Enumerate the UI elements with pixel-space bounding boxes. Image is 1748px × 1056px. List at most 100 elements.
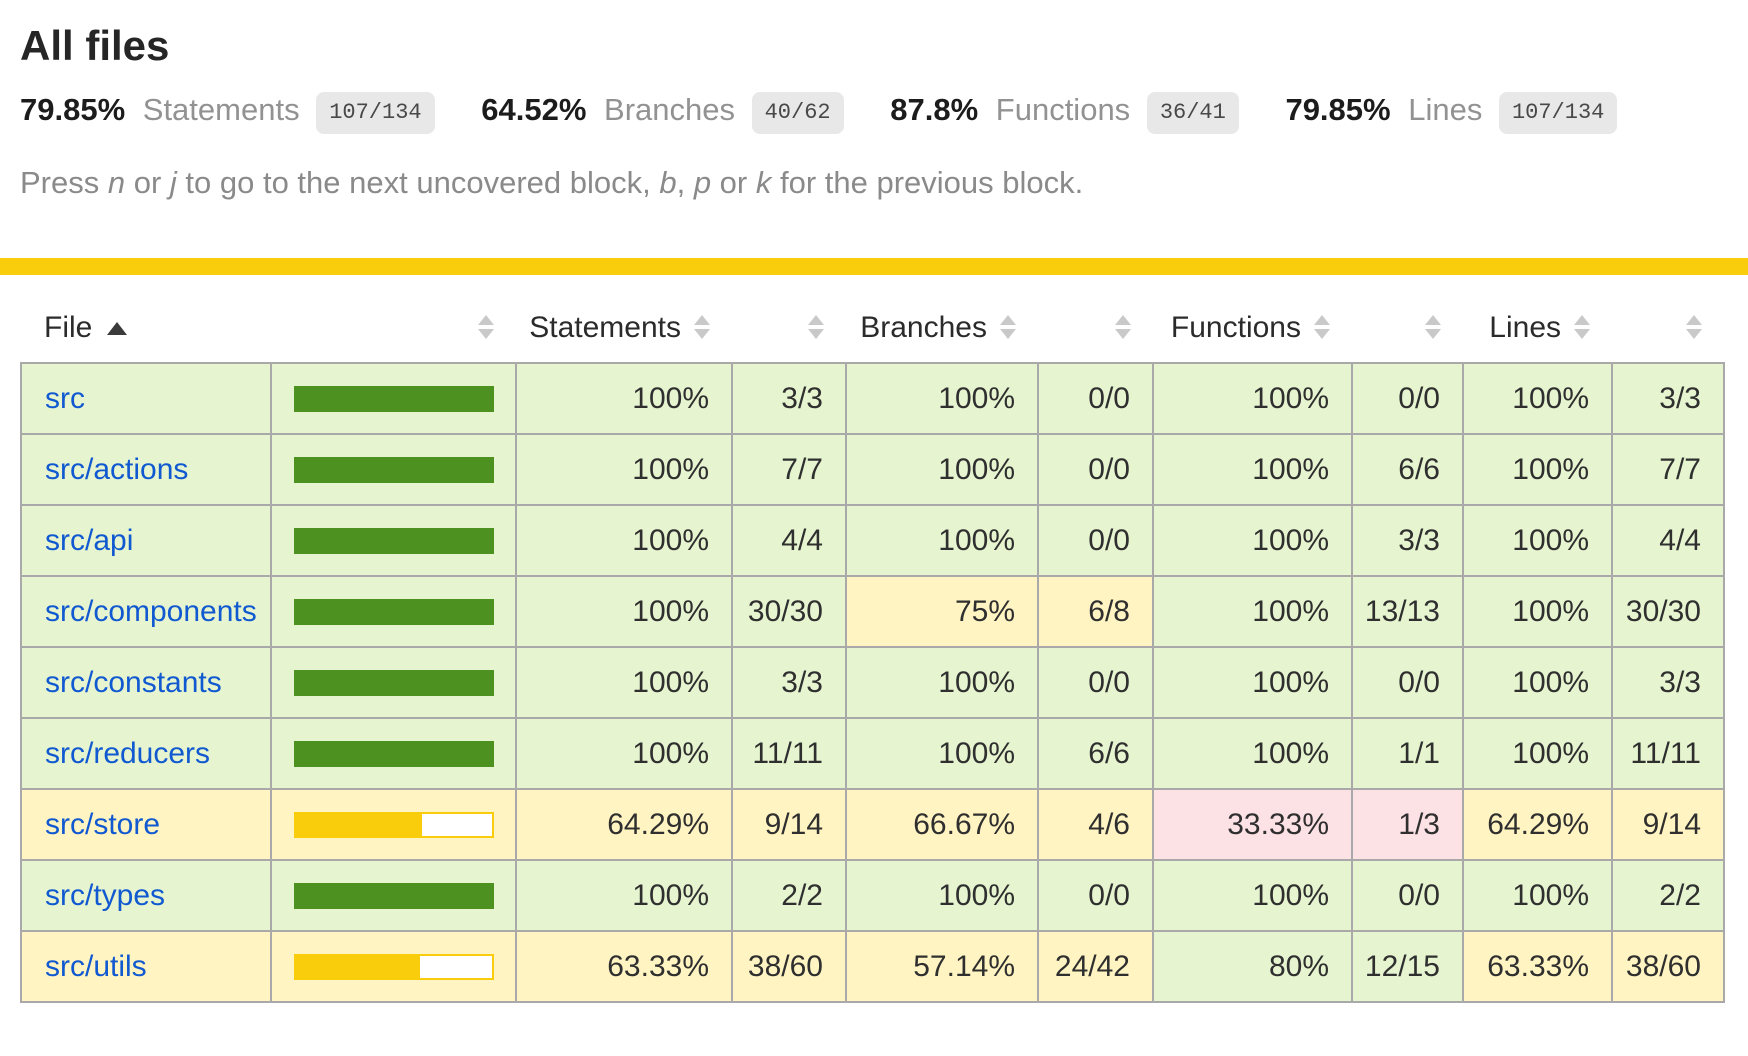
branches-pct-cell: 100% — [845, 504, 1039, 577]
statements-pct-cell: 100% — [515, 575, 733, 648]
column-label-file: File — [44, 310, 93, 344]
statements-frac-cell: 3/3 — [731, 362, 847, 435]
file-link[interactable]: src/constants — [45, 665, 222, 699]
coverage-bar — [294, 953, 494, 980]
column-header-statements-raw[interactable] — [732, 293, 846, 363]
chart-cell — [270, 788, 517, 861]
lines-frac-cell: 4/4 — [1611, 504, 1725, 577]
statements-pct-cell: 64.29% — [515, 788, 733, 861]
coverage-bar — [294, 456, 494, 483]
statements-frac-cell: 30/30 — [731, 575, 847, 648]
lines-pct: 79.85% — [1285, 92, 1391, 127]
column-header-branches[interactable]: Branches — [846, 293, 1038, 363]
statements-frac-cell: 3/3 — [731, 646, 847, 719]
lines-pct-cell: 63.33% — [1462, 930, 1613, 1003]
table-row: src/utils 63.33% 38/60 57.14% 24/42 80% … — [20, 930, 1725, 1003]
file-link[interactable]: src/utils — [45, 949, 147, 983]
column-header-branches-raw[interactable] — [1038, 293, 1153, 363]
functions-frac-cell: 12/15 — [1351, 930, 1464, 1003]
branches-pct: 64.52% — [481, 92, 587, 127]
coverage-bar-fill — [296, 387, 492, 410]
lines-frac-cell: 38/60 — [1611, 930, 1725, 1003]
functions-fraction-badge: 36/41 — [1146, 92, 1239, 134]
summary-metric-branches: 64.52% Branches 40/62 — [481, 92, 852, 134]
report-page: All files 79.85% Statements 107/134 64.5… — [0, 24, 1748, 202]
file-cell: src/utils — [20, 930, 272, 1003]
table-header-row: File Statements Branches Functions — [21, 293, 1724, 363]
file-cell: src/actions — [20, 433, 272, 506]
file-link[interactable]: src/components — [45, 594, 257, 628]
file-cell: src/types — [20, 859, 272, 932]
functions-frac-cell: 0/0 — [1351, 362, 1464, 435]
file-link[interactable]: src — [45, 381, 85, 415]
table-row: src/actions 100% 7/7 100% 0/0 100% 6/6 1… — [20, 433, 1725, 506]
statements-pct-cell: 100% — [515, 646, 733, 719]
coverage-bar-fill — [296, 671, 492, 694]
column-header-statements[interactable]: Statements — [516, 293, 732, 363]
file-link[interactable]: src/actions — [45, 452, 189, 486]
statements-frac-cell: 11/11 — [731, 717, 847, 790]
branches-fraction-badge: 40/62 — [751, 92, 844, 134]
coverage-bar-fill — [296, 458, 492, 481]
coverage-bar-fill — [296, 600, 492, 623]
chart-cell — [270, 930, 517, 1003]
statements-pct: 79.85% — [20, 92, 126, 127]
branches-pct-cell: 57.14% — [845, 930, 1039, 1003]
table-row: src 100% 3/3 100% 0/0 100% 0/0 100% 3/3 — [20, 362, 1725, 435]
coverage-bar — [294, 598, 494, 625]
statements-frac-cell: 4/4 — [731, 504, 847, 577]
functions-frac-cell: 1/3 — [1351, 788, 1464, 861]
branches-frac-cell: 0/0 — [1037, 504, 1154, 577]
column-header-lines[interactable]: Lines — [1463, 293, 1612, 363]
coverage-table: File Statements Branches Functions — [20, 293, 1725, 1003]
chart-cell — [270, 646, 517, 719]
lines-frac-cell: 7/7 — [1611, 433, 1725, 506]
branches-frac-cell: 0/0 — [1037, 433, 1154, 506]
chart-cell — [270, 362, 517, 435]
file-link[interactable]: src/api — [45, 523, 134, 557]
lines-frac-cell: 2/2 — [1611, 859, 1725, 932]
coverage-bar — [294, 385, 494, 412]
table-row: src/constants 100% 3/3 100% 0/0 100% 0/0… — [20, 646, 1725, 719]
statements-frac-cell: 38/60 — [731, 930, 847, 1003]
lines-fraction-badge: 107/134 — [1498, 92, 1618, 134]
column-header-lines-raw[interactable] — [1612, 293, 1724, 363]
keyboard-hint: Press n or j to go to the next uncovered… — [20, 165, 1084, 200]
coverage-bar-fill — [296, 813, 422, 836]
branches-frac-cell: 0/0 — [1037, 859, 1154, 932]
table-row: src/api 100% 4/4 100% 0/0 100% 3/3 100% … — [20, 504, 1725, 577]
functions-pct-cell: 100% — [1152, 575, 1353, 648]
functions-pct-cell: 100% — [1152, 859, 1353, 932]
lines-frac-cell: 3/3 — [1611, 646, 1725, 719]
column-header-chart[interactable] — [271, 293, 516, 363]
functions-pct-cell: 33.33% — [1152, 788, 1353, 861]
statements-pct-cell: 100% — [515, 433, 733, 506]
lines-frac-cell: 3/3 — [1611, 362, 1725, 435]
file-cell: src/constants — [20, 646, 272, 719]
column-header-functions[interactable]: Functions — [1153, 293, 1352, 363]
file-cell: src/store — [20, 788, 272, 861]
statements-frac-cell: 9/14 — [731, 788, 847, 861]
lines-pct-cell: 100% — [1462, 433, 1613, 506]
lines-pct-cell: 100% — [1462, 717, 1613, 790]
lines-frac-cell: 9/14 — [1611, 788, 1725, 861]
sort-ascending-icon — [107, 321, 128, 335]
sort-icon — [1314, 314, 1330, 340]
lines-pct-cell: 100% — [1462, 504, 1613, 577]
status-line — [0, 258, 1748, 275]
file-link[interactable]: src/types — [45, 878, 166, 912]
sort-icon — [808, 314, 824, 340]
sort-icon — [478, 314, 494, 340]
coverage-bar-fill — [296, 955, 421, 978]
coverage-bar-fill — [296, 884, 492, 907]
column-label-functions: Functions — [1170, 310, 1301, 344]
functions-pct: 87.8% — [890, 92, 979, 127]
column-label-statements: Statements — [529, 310, 681, 344]
file-link[interactable]: src/store — [45, 807, 161, 841]
file-link[interactable]: src/reducers — [45, 736, 211, 770]
sort-icon — [694, 314, 710, 340]
branches-frac-cell: 6/8 — [1037, 575, 1154, 648]
column-header-file[interactable]: File — [21, 293, 271, 363]
sort-icon — [1574, 314, 1590, 340]
column-header-functions-raw[interactable] — [1352, 293, 1463, 363]
